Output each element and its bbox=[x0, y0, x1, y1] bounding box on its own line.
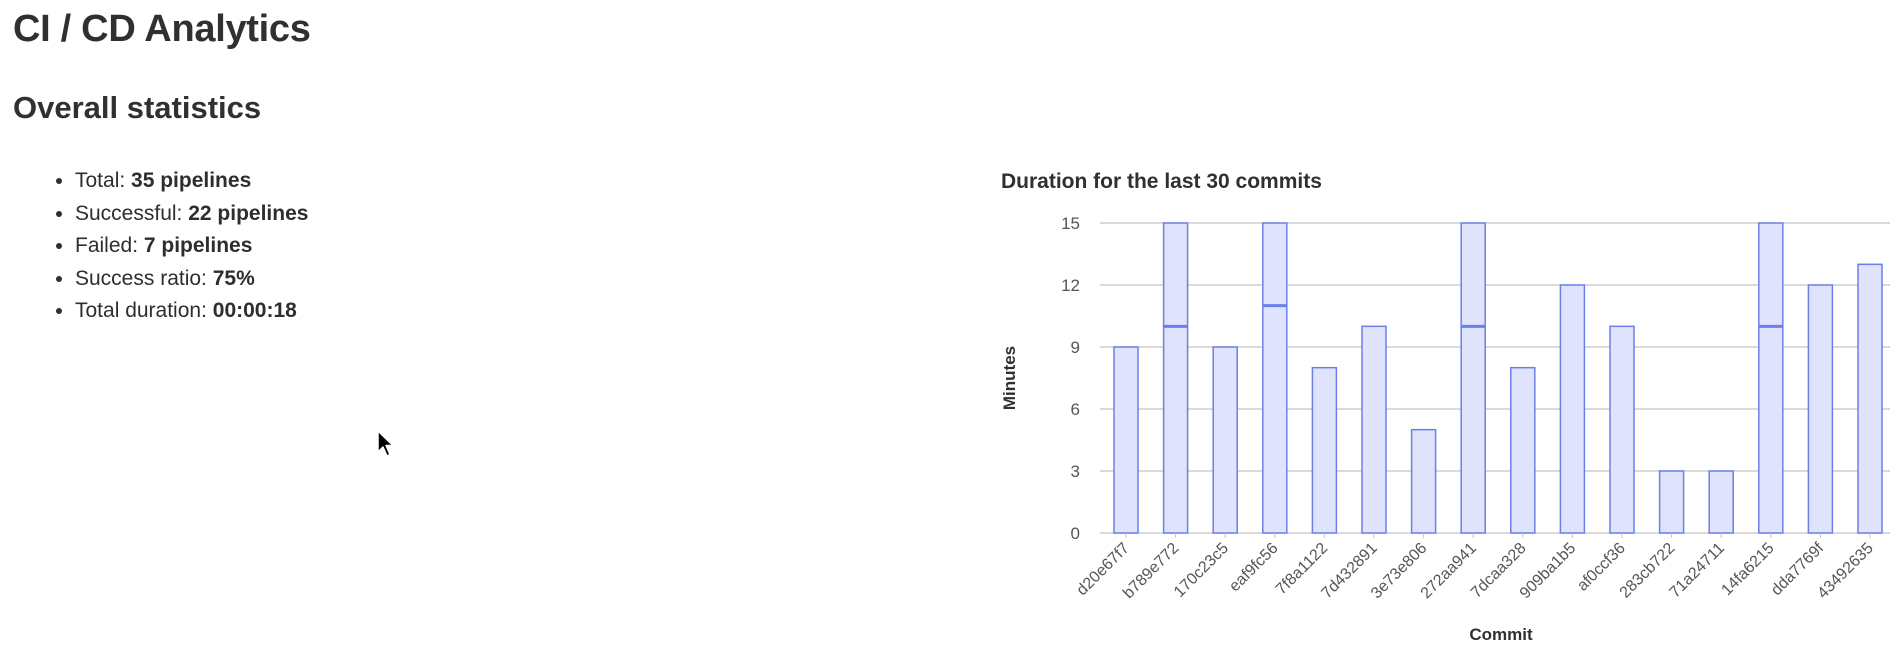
y-axis-title: Minutes bbox=[1000, 346, 1019, 410]
section-title: Overall statistics bbox=[13, 90, 262, 125]
bar bbox=[1807, 284, 1834, 534]
y-tick-label: 15 bbox=[1061, 214, 1080, 233]
stat-success-ratio: Success ratio: 75% bbox=[75, 263, 308, 296]
stat-total-duration: Total duration: 00:00:18 bbox=[75, 295, 308, 328]
stat-label: Total duration: bbox=[75, 299, 213, 322]
mouse-cursor-icon bbox=[377, 430, 394, 457]
stat-value: 00:00:18 bbox=[212, 299, 297, 322]
y-tick-label: 0 bbox=[1071, 524, 1080, 543]
x-tick-label: 14fa6215 bbox=[1718, 540, 1777, 599]
bar bbox=[1410, 428, 1437, 534]
y-tick-label: 12 bbox=[1061, 276, 1080, 295]
bar bbox=[1212, 346, 1238, 534]
stat-failed: Failed: 7 pipelines bbox=[75, 230, 308, 263]
stat-successful: Successful: 22 pipelines bbox=[75, 198, 308, 231]
bar bbox=[1361, 325, 1387, 534]
stat-label: Success ratio: bbox=[75, 266, 213, 290]
x-tick-label: 170c23c5 bbox=[1171, 540, 1232, 601]
page-title: CI / CD Analytics bbox=[13, 8, 311, 50]
bar bbox=[1510, 366, 1536, 534]
bar bbox=[1857, 263, 1883, 534]
bar bbox=[1460, 222, 1486, 534]
bar bbox=[1311, 366, 1338, 534]
y-tick-label: 9 bbox=[1071, 338, 1080, 357]
stat-value: 75% bbox=[212, 266, 255, 290]
bar bbox=[1113, 346, 1139, 534]
x-tick-label: 71a24711 bbox=[1667, 540, 1729, 602]
y-tick-label: 6 bbox=[1071, 400, 1080, 419]
bar bbox=[1658, 470, 1685, 534]
stats-list: Total: 35 pipelines Successful: 22 pipel… bbox=[27, 165, 308, 328]
y-tick-label: 3 bbox=[1071, 462, 1080, 481]
duration-chart: 03691215d20e67f7b789e772170c23c5eaf9fc56… bbox=[1000, 214, 1890, 644]
bar bbox=[1758, 222, 1784, 534]
bar bbox=[1262, 222, 1288, 534]
stat-value: 7 pipelines bbox=[143, 234, 253, 257]
chart-title: Duration for the last 30 commits bbox=[1001, 170, 1322, 193]
stat-label: Failed: bbox=[75, 234, 144, 257]
stat-label: Successful: bbox=[75, 201, 189, 225]
stat-value: 35 pipelines bbox=[131, 169, 252, 192]
bar bbox=[1708, 470, 1734, 534]
bar bbox=[1609, 325, 1635, 534]
bar bbox=[1559, 284, 1586, 534]
stat-total: Total: 35 pipelines bbox=[75, 165, 308, 198]
x-axis-title: Commit bbox=[1469, 625, 1533, 644]
stat-value: 22 pipelines bbox=[188, 201, 309, 225]
stat-label: Total: bbox=[75, 169, 132, 192]
bar bbox=[1162, 222, 1189, 534]
